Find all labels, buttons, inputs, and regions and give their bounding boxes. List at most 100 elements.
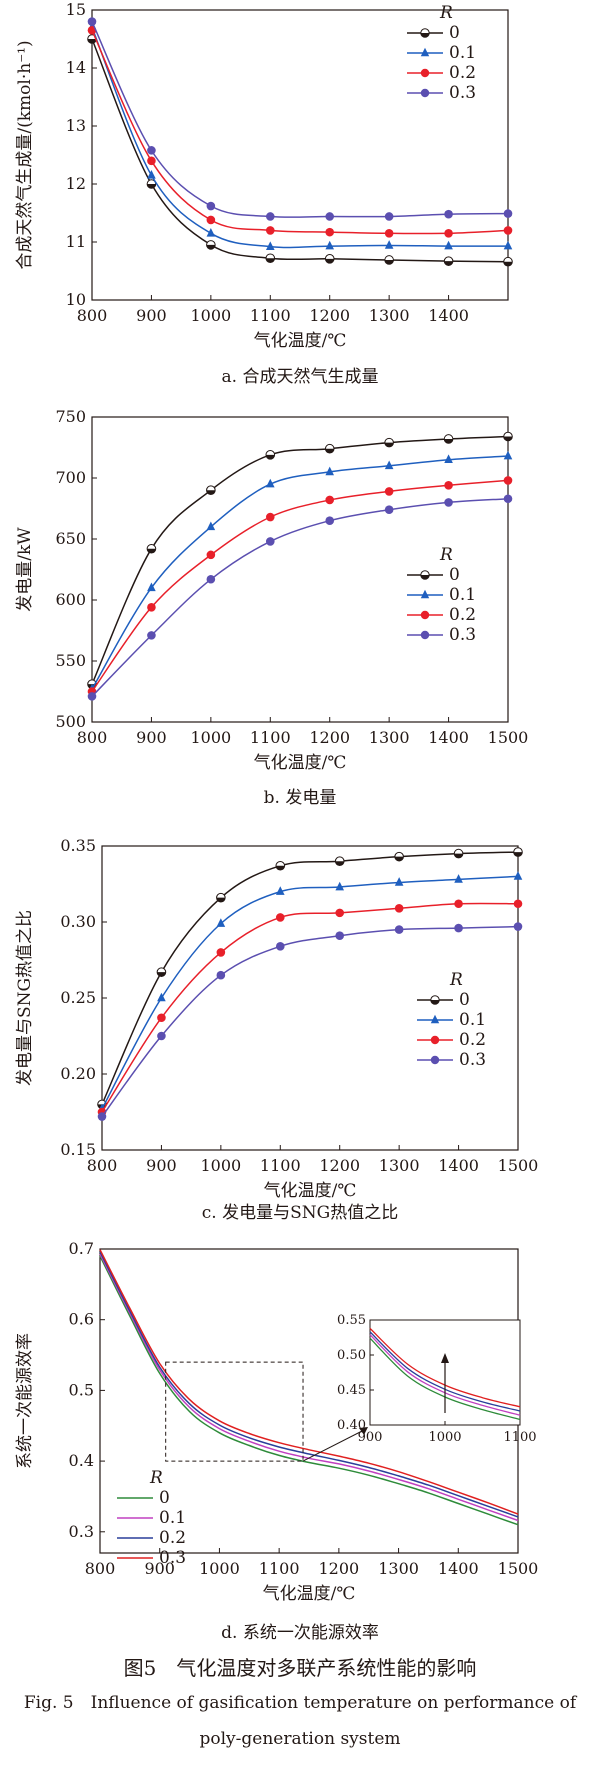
data-point-fill <box>394 856 404 861</box>
x-tick-label: 1100 <box>260 1156 301 1175</box>
figure-title-en-line1: Fig. 5 Influence of gasification tempera… <box>23 1693 577 1713</box>
inset-x-tick-label: 900 <box>358 1430 383 1445</box>
y-tick-label: 14 <box>66 58 86 77</box>
data-point <box>513 847 523 857</box>
x-tick-label: 800 <box>77 728 108 747</box>
caption-a: a. 合成天然气生成量 <box>221 367 379 387</box>
data-point <box>503 209 513 218</box>
x-tick-label: 1000 <box>199 1559 240 1578</box>
x-tick-label: 1200 <box>318 1559 359 1578</box>
y-tick-label: 750 <box>55 407 86 426</box>
data-point <box>275 913 285 922</box>
data-point-fill <box>206 244 216 250</box>
plot-frame <box>101 845 519 1151</box>
x-tick-label: 1000 <box>190 728 231 747</box>
caption-d: d. 系统一次能源效率 <box>221 1623 379 1643</box>
legend-swatch-marker <box>420 68 430 78</box>
data-point <box>444 498 453 507</box>
x-tick-label: 1400 <box>438 1559 479 1578</box>
legend-swatch-marker <box>420 630 430 640</box>
x-tick-label: 1500 <box>498 1559 539 1578</box>
data-point <box>325 212 335 221</box>
data-point-fill <box>503 436 513 441</box>
legend-title: R <box>449 970 463 990</box>
data-point <box>453 848 464 859</box>
data-point <box>216 970 226 980</box>
data-point <box>324 443 335 454</box>
chart-svg-b: 800 900 1000 1100 1200 1300 1400 1500 500 550 600 6… <box>15 407 528 773</box>
x-tick-label: 1300 <box>369 306 410 325</box>
data-point <box>265 253 276 264</box>
data-point <box>147 170 156 179</box>
data-point <box>444 481 453 490</box>
x-axis-label: 气化温度/℃ <box>254 753 347 773</box>
data-point <box>265 226 275 235</box>
data-point-fill <box>147 548 156 554</box>
data-point <box>325 240 335 250</box>
legend: R00.10.20.3 <box>117 1468 186 1568</box>
series-0 <box>87 34 513 267</box>
x-tick-label: 900 <box>146 1156 177 1175</box>
y-tick-label: 0.20 <box>60 1064 96 1083</box>
data-point <box>384 229 394 238</box>
data-point <box>265 512 275 522</box>
figure-title-cn: 图5 气化温度对多联产系统性能的影响 <box>123 1656 477 1680</box>
data-point <box>334 856 345 867</box>
data-point-fill <box>206 490 216 495</box>
legend-label: 0.3 <box>159 1548 186 1568</box>
data-point <box>206 574 216 584</box>
data-point <box>454 874 463 883</box>
data-point-fill <box>216 897 226 902</box>
legend-label: 0.2 <box>449 63 476 83</box>
legend-swatch-marker-fill <box>420 33 430 38</box>
data-point <box>216 918 226 927</box>
series-line <box>99 1251 519 1518</box>
legend-label: 0.1 <box>449 43 476 63</box>
x-tick-label: 1300 <box>369 728 410 747</box>
legend-label: 0.2 <box>459 1030 486 1050</box>
data-point-fill <box>265 454 275 460</box>
data-point <box>384 240 394 249</box>
x-tick-label: 1100 <box>250 728 291 747</box>
y-tick-label: 15 <box>66 0 86 19</box>
data-point <box>394 851 404 862</box>
chart-panel-c: 800 900 1000 1100 1200 1300 1400 1500 0.15 0.20 0.… <box>0 820 600 1230</box>
data-point <box>454 899 463 909</box>
y-tick-label: 0.7 <box>69 1239 94 1258</box>
data-point <box>384 505 394 515</box>
x-tick-label: 800 <box>77 306 108 325</box>
legend-label: 0 <box>449 23 460 43</box>
series-0-3 <box>97 922 523 1121</box>
chart-svg-c: 800 900 1000 1100 1200 1300 1400 15000.150.200.… <box>15 836 538 1201</box>
legend: R00.10.20.3 <box>407 545 476 645</box>
series-line <box>101 925 519 1118</box>
series-0-2 <box>87 26 513 238</box>
caption-c: c. 发电量与SNG热值之比 <box>201 1203 399 1223</box>
y-tick-label: 0.30 <box>60 912 96 931</box>
inset-y-tick-label: 0.55 <box>337 1313 366 1328</box>
y-tick-label: 600 <box>55 590 86 609</box>
data-point <box>443 256 454 266</box>
x-axis-label: 气化温度/℃ <box>264 1181 357 1201</box>
data-point <box>147 146 156 155</box>
x-tick-label: 1300 <box>378 1559 419 1578</box>
legend-label: 0.3 <box>449 83 476 103</box>
data-point <box>325 227 335 237</box>
series-line <box>101 902 519 1113</box>
data-point-fill <box>384 442 394 447</box>
data-point <box>147 582 156 592</box>
inset-x-tick-label: 1100 <box>503 1430 536 1445</box>
data-point <box>394 877 404 886</box>
data-point <box>146 179 157 189</box>
legend-label: 0.2 <box>159 1528 186 1548</box>
legend-label: 0.1 <box>459 1010 486 1030</box>
legend-swatch-marker <box>420 589 430 599</box>
data-point <box>147 156 156 166</box>
data-point <box>157 1031 166 1041</box>
series-0-2 <box>87 476 513 696</box>
data-point <box>216 948 226 957</box>
data-point <box>513 871 523 880</box>
data-point-fill <box>325 258 335 264</box>
data-point <box>384 212 394 221</box>
y-tick-label: 0.6 <box>69 1310 94 1329</box>
